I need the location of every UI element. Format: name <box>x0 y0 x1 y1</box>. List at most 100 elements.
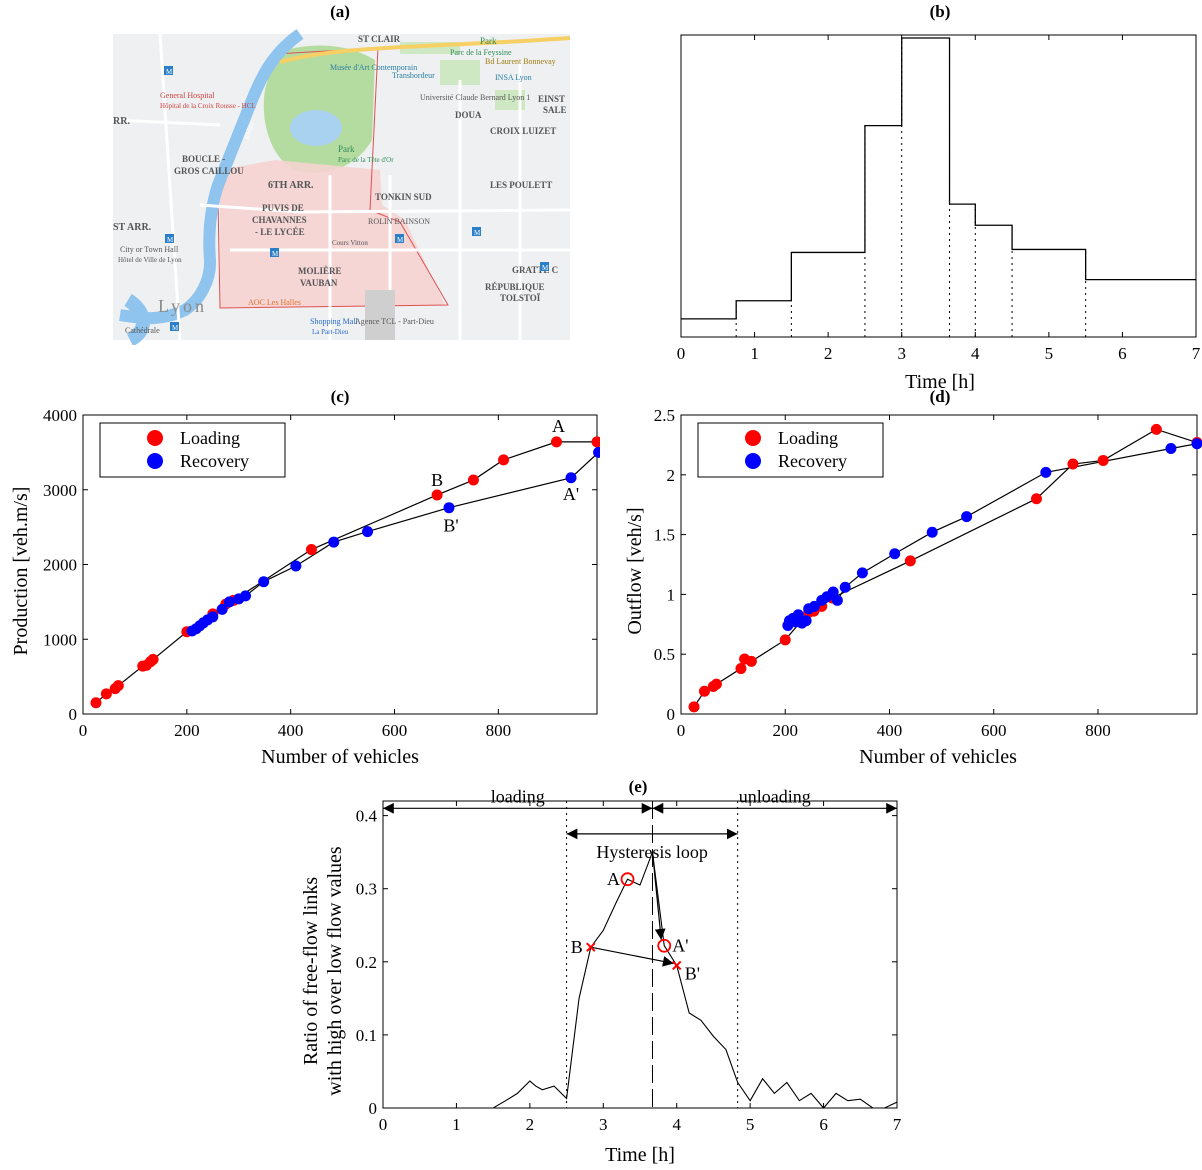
legend-marker <box>147 430 163 446</box>
map-label: ST CLAIR <box>358 34 401 44</box>
y-tick-label: 0.5 <box>654 645 675 664</box>
y-tick-label: 1.5 <box>654 526 675 545</box>
y-tick-label: 1000 <box>43 630 77 649</box>
map-label: City or Town Hall <box>120 245 179 254</box>
x-tick-label: 2 <box>824 344 833 363</box>
panel-a: (a) S <box>100 0 580 345</box>
x-tick-label: 4 <box>971 344 980 363</box>
point-marker <box>673 961 681 969</box>
map-label: - LE LYCÉE <box>255 227 305 237</box>
x-tick-label: 0 <box>379 1115 388 1134</box>
chart-e-ylabel-line2: with high over low flow values <box>324 846 346 1096</box>
svg-text:M: M <box>397 236 404 244</box>
chart-c-ylabel: Production [veh.m/s] <box>10 487 32 656</box>
recovery-point <box>217 604 228 615</box>
recovery-point <box>362 526 373 537</box>
map-label: RR. <box>113 116 130 127</box>
point-annotation: B' <box>685 963 700 983</box>
recovery-point <box>782 620 793 631</box>
x-tick-label: 4 <box>672 1115 681 1134</box>
y-tick-label: 0.1 <box>356 1026 377 1045</box>
loading-point <box>148 654 159 665</box>
panel-b-title: (b) <box>930 2 951 21</box>
loading-point <box>498 454 509 465</box>
x-tick-label: 400 <box>877 721 903 740</box>
point-annotation: A <box>552 416 565 436</box>
svg-text:M: M <box>172 324 179 332</box>
map-label: Hôtel de Ville de Lyon <box>118 256 182 264</box>
map-label: Cours Vitton <box>332 239 368 247</box>
map-label: VAUBAN <box>300 278 338 288</box>
svg-text:M: M <box>474 229 481 237</box>
map-label: ST ARR. <box>113 222 152 233</box>
map-label: Park <box>338 144 355 154</box>
transition-arrow <box>652 852 661 940</box>
point-annotation: B' <box>443 516 458 536</box>
loading-point <box>1031 493 1042 504</box>
recovery-point <box>927 527 938 538</box>
loading-point <box>689 701 700 712</box>
map-label: Transbordeur <box>392 71 435 80</box>
loading-point <box>113 680 124 691</box>
y-tick-label: 2.5 <box>654 406 675 425</box>
y-tick-label: 0 <box>69 705 78 724</box>
map-label: Cathédrale <box>125 326 160 335</box>
chart-c-xlabel: Number of vehicles <box>261 746 419 768</box>
recovery-point <box>1040 467 1051 478</box>
x-tick-label: 0 <box>79 721 88 740</box>
loading-point <box>735 663 746 674</box>
map-label: INSA Lyon <box>495 73 532 82</box>
legend-marker <box>147 453 163 469</box>
y-tick-label: 2 <box>667 466 676 485</box>
x-tick-label: 1 <box>452 1115 461 1134</box>
panel-c-title: (c) <box>331 387 350 406</box>
map-label: CHAVANNES <box>252 215 307 225</box>
map-label: General Hospital <box>160 91 215 100</box>
x-tick-label: 3 <box>599 1115 608 1134</box>
recovery-point <box>1192 438 1202 449</box>
chart-e-xlabel: Time [h] <box>605 1144 675 1165</box>
x-tick-label: 0 <box>677 721 686 740</box>
map-label: ROLIN BAINSON <box>368 217 430 226</box>
map-figure: (a) S <box>100 0 580 345</box>
recovery-point <box>961 511 972 522</box>
y-tick-label: 0 <box>667 705 676 724</box>
x-tick-label: 6 <box>819 1115 828 1134</box>
x-tick-label: 0 <box>677 344 686 363</box>
loading-point <box>780 634 791 645</box>
loading-point <box>746 656 757 667</box>
phase-label: unloading <box>739 786 811 806</box>
map-label: PUVIS DE <box>262 203 304 213</box>
recovery-point <box>328 537 339 548</box>
map-label: Bd Laurent Bonnevay <box>485 57 556 66</box>
map-label: MOLIÈRE <box>298 266 342 276</box>
recovery-point <box>444 502 455 513</box>
recovery-point <box>290 560 301 571</box>
point-annotation: A' <box>563 484 579 504</box>
map-label: Parc de la Tête d'Or <box>338 156 394 164</box>
recovery-point <box>840 582 851 593</box>
svg-text:M: M <box>167 236 174 244</box>
svg-text:M: M <box>272 250 279 258</box>
city-map: ST CLAIR Park Parc de la Feyssine Bd Lau… <box>113 34 570 340</box>
loading-point <box>1098 455 1109 466</box>
map-label: TONKIN SUD <box>375 192 432 202</box>
ratio-line <box>395 852 897 1108</box>
loading-point <box>1151 424 1162 435</box>
map-label: BOUCLE - <box>182 154 225 164</box>
recovery-point <box>1165 443 1176 454</box>
legend-marker <box>745 453 761 469</box>
map-label: AOC Les Halles <box>248 298 301 307</box>
point-annotation: B <box>431 470 443 490</box>
x-tick-label: 800 <box>1085 721 1111 740</box>
chart-d-ylabel: Outflow [veh/s] <box>624 507 646 634</box>
x-tick-label: 600 <box>981 721 1007 740</box>
recovery-point <box>258 576 269 587</box>
y-tick-label: 0.4 <box>356 807 378 826</box>
